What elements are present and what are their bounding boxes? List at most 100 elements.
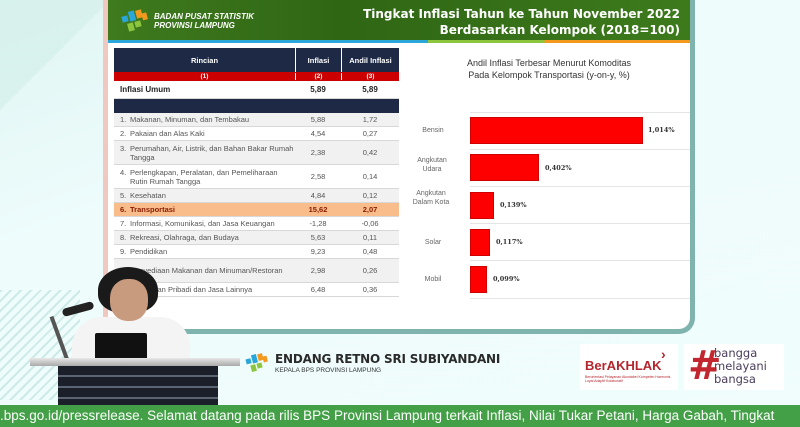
row-andil: -0,06 [361,219,379,228]
slide-title: Tingkat Inflasi Tahun ke Tahun November … [363,6,680,38]
table-row-highlighted: 6. Transportasi 15,62 2,07 [114,203,399,217]
row-andil: 0,36 [362,285,378,294]
row-inflasi: 4,54 [310,129,326,138]
bar-value-angkutan-dalam-kota: 0,139% [500,201,527,209]
row-number: 4. [120,167,127,177]
row-inflasi: -1,28 [309,219,327,228]
colnum-2: (2) [295,73,341,80]
bar-angkutan-udara [470,154,539,181]
bar-label-angkutan-udara: Angkutan Udara [417,157,447,173]
row-label: Pakaian dan Alas Kaki [130,129,205,138]
presenter-face [110,279,148,321]
chevron-right-icon: › [661,346,666,362]
header-rincian: Rincian [190,55,219,65]
row-andil: 0,48 [362,247,378,256]
berakhlak-tagline: Berorientasi Pelayanan Akuntabel Kompete… [585,375,671,383]
bar-bensin [470,117,643,144]
org-name-line2: PROVINSI LAMPUNG [154,21,235,30]
row-number: 9. [120,247,127,256]
row-inflasi: 5,88 [310,115,326,124]
row-inflasi: 9,23 [310,247,326,256]
table-header: Rincian Inflasi Andil Inflasi [114,48,399,72]
bar-mobil [470,266,487,293]
row-inflasi: 6,48 [310,285,326,294]
row-andil: 2,07 [362,205,378,214]
bps-logo-icon [121,9,148,32]
news-ticker: .bps.go.id/pressrelease. Selamat datang … [0,405,800,427]
row-label: Perlengkapan, Peralatan, dan Pemeliharaa… [130,167,278,186]
bar-label-mobil: Mobil [424,276,442,283]
microphone-icon [61,300,95,318]
microphone-stand [49,315,71,365]
chart-title-line1: Andil Inflasi Terbesar Menurut Komoditas [467,58,631,68]
general-label: Inflasi Umum [120,85,171,94]
table-row-inflasi-umum: Inflasi Umum 5,89 5,89 [114,81,399,99]
bar-label-bensin: Bensin [422,127,444,134]
bar-angkutan-dalam-kota [470,192,494,219]
row-label: Informasi, Komunikasi, dan Jasa Keuangan [130,219,275,228]
podium [58,366,218,406]
grid-line [470,149,690,150]
general-inflasi: 5,89 [310,85,326,94]
header-inflasi: Inflasi [295,48,341,72]
row-label: Pendidikan [130,247,168,256]
header-andil: Andil Inflasi [341,48,399,72]
table-divider [114,99,399,113]
chart-title: Andil Inflasi Terbesar Menurut Komoditas… [408,57,690,81]
row-label: Makanan, Minuman, dan Tembakau [130,115,250,124]
row-andil: 0,42 [362,148,378,157]
table-row: 11.Perawatan Pribadi dan Jasa Lainnya 6,… [114,283,399,297]
grid-line [470,298,690,299]
row-andil: 0,26 [362,266,378,275]
colnum-1: (1) [200,73,209,80]
row-andil: 0,27 [362,129,378,138]
table-row: 7. Informasi, Komunikasi, dan Jasa Keuang… [114,217,399,231]
bar-solar [470,229,490,256]
tablet-device [95,333,147,361]
table-row: 3. Perumahan, Air, Listrik, dan Bahan Bak… [114,141,399,165]
row-andil: 1,72 [362,115,378,124]
row-label: Perawatan Pribadi dan Jasa Lainnya [130,285,253,294]
header-underline [108,40,690,43]
grid-line [470,223,690,224]
slide-title-line1: Tingkat Inflasi Tahun ke Tahun November … [363,7,680,21]
row-inflasi: 2,58 [310,172,326,181]
podium-top [30,358,240,366]
bangga-line3: bangsa [714,372,756,386]
row-number: 8. [120,233,127,242]
bangga-melayani-bangsa-logo: # bangga melayani bangsa [684,344,784,390]
row-number: 2. [120,129,127,138]
row-inflasi: 5,63 [310,233,326,242]
row-label: Perumahan, Air, Listrik, dan Bahan Bakar… [130,143,294,162]
org-name-line1: BADAN PUSAT STATISTIK [154,12,254,21]
grid-line [470,112,690,113]
org-name: BADAN PUSAT STATISTIK PROVINSI LAMPUNG [154,12,254,30]
bar-label-angkutan-dalam-kota: Angkutan Dalam Kota [412,190,450,206]
table-row: 1. Makanan, Minuman, dan Tembakau 5,88 1,… [114,113,399,127]
row-inflasi: 15,62 [308,205,328,214]
bangga-text: bangga melayani bangsa [714,347,767,386]
bangga-line1: bangga [714,346,758,360]
bangga-line2: melayani [714,359,767,373]
row-andil: 0,11 [362,233,378,242]
row-number: 1. [120,115,127,124]
background-decoration [0,0,110,110]
general-andil: 5,89 [362,85,378,94]
row-andil: 0,12 [362,191,378,200]
inflation-table: Rincian Inflasi Andil Inflasi (1) (2) (3… [114,48,399,297]
row-inflasi: 4,84 [310,191,326,200]
grid-line [470,186,690,187]
table-row: 8. Rekreasi, Olahraga, dan Budaya 5,63 0,… [114,231,399,245]
berakhlak-logo: BerAKHLAK › Berorientasi Pelayanan Akunt… [580,344,678,390]
row-number: 7. [120,219,127,228]
bar-label-solar: Solar [424,239,442,246]
row-andil: 0,14 [362,172,378,181]
presenter-video [30,265,240,406]
hashtag-icon: # [688,343,722,389]
row-number: 3. [120,143,127,153]
slide-title-line2: Berdasarkan Kelompok (2018=100) [439,23,680,37]
grid-line [470,260,690,261]
row-number: 5. [120,191,127,200]
row-inflasi: 2,38 [310,148,326,157]
row-inflasi: 2,98 [310,266,326,275]
